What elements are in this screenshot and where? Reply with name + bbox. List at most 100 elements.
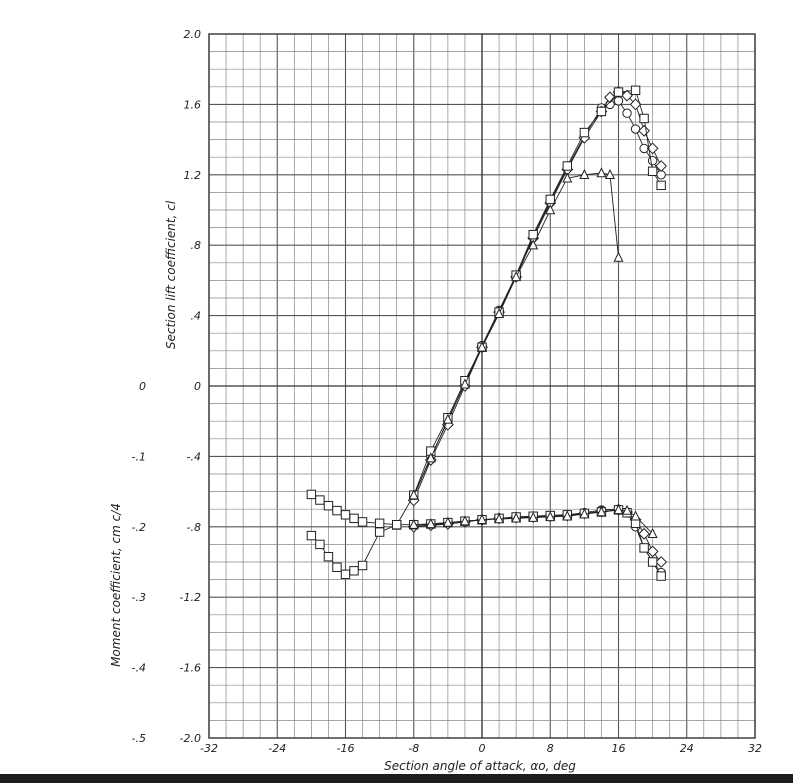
marker-square bbox=[332, 505, 342, 516]
marker-triangle bbox=[622, 504, 633, 515]
marker-triangle bbox=[459, 515, 470, 526]
marker-square bbox=[349, 513, 359, 524]
marker-square bbox=[596, 106, 607, 117]
marker-diamond bbox=[621, 89, 633, 102]
marker-triangle bbox=[408, 489, 419, 500]
marker-diamond bbox=[638, 124, 651, 137]
marker-square bbox=[579, 127, 590, 138]
moment-axis-title: Moment coefficient, cm c/4 bbox=[109, 503, 123, 667]
marker-square bbox=[391, 519, 402, 530]
marker-square bbox=[306, 489, 317, 500]
marker-triangle bbox=[579, 168, 590, 179]
moment-tick-label: 0 bbox=[139, 380, 146, 393]
marker-triangle bbox=[630, 510, 641, 521]
x-tick-label: 24 bbox=[680, 742, 694, 755]
marker-square bbox=[332, 562, 342, 572]
marker-square bbox=[306, 530, 317, 541]
marker-square bbox=[613, 87, 624, 97]
tick-labels: -32 -24 -16 -8 0 8 16 24 32 2.0 1.6 1.2 .8 .4 0 -.4 -.8 -… bbox=[132, 28, 762, 755]
lift-series-diamond bbox=[407, 86, 668, 507]
x-axis-title: Section angle of attack, αo, deg bbox=[384, 759, 576, 773]
x-tick-label: 32 bbox=[748, 742, 762, 755]
marker-square bbox=[639, 113, 649, 124]
series-line bbox=[311, 89, 662, 575]
marker-triangle bbox=[511, 271, 522, 282]
moment-tick-label: -.1 bbox=[132, 450, 146, 463]
marker-triangle bbox=[604, 168, 615, 179]
marker-triangle bbox=[442, 516, 453, 527]
marker-square bbox=[528, 229, 538, 240]
x-tick-label: 8 bbox=[547, 742, 554, 755]
marker-triangle bbox=[647, 528, 658, 539]
lift-tick-label: 0 bbox=[194, 380, 201, 393]
bottom-bar bbox=[0, 774, 793, 783]
moment-tick-label: -.3 bbox=[132, 591, 146, 604]
marker-triangle bbox=[494, 308, 505, 319]
marker-square bbox=[315, 539, 325, 550]
series-line bbox=[413, 100, 662, 498]
x-tick-label: -16 bbox=[337, 742, 355, 755]
marker-triangle bbox=[425, 452, 436, 463]
marker-square bbox=[656, 571, 666, 581]
marker-square bbox=[374, 518, 385, 528]
x-tick-label: 16 bbox=[612, 742, 626, 755]
marker-triangle bbox=[425, 518, 436, 529]
lift-axis-title: Section lift coefficient, cl bbox=[164, 200, 178, 349]
marker-diamond bbox=[655, 556, 668, 568]
marker-circle bbox=[630, 124, 641, 134]
moment-tick-label: -.5 bbox=[132, 732, 146, 745]
marker-square bbox=[630, 85, 641, 96]
marker-square bbox=[323, 500, 334, 511]
lift-tick-label: -.8 bbox=[187, 521, 201, 534]
marker-triangle bbox=[494, 513, 505, 524]
axes bbox=[208, 33, 756, 739]
marker-triangle bbox=[476, 341, 488, 352]
marker-triangle bbox=[613, 251, 624, 262]
marker-diamond bbox=[604, 91, 616, 104]
x-tick-label: -8 bbox=[408, 742, 419, 755]
marker-triangle bbox=[476, 513, 488, 524]
lift-tick-label: -2.0 bbox=[180, 732, 201, 745]
marker-square bbox=[656, 180, 666, 191]
marker-square bbox=[374, 527, 385, 537]
marker-triangle bbox=[442, 413, 453, 424]
lift-series-triangle bbox=[408, 167, 624, 500]
marker-triangle bbox=[596, 167, 607, 178]
marker-square bbox=[349, 566, 359, 576]
marker-triangle bbox=[459, 378, 470, 389]
lift-tick-label: .4 bbox=[191, 310, 202, 323]
marker-square bbox=[647, 557, 658, 567]
marker-square bbox=[562, 161, 573, 171]
marker-triangle bbox=[545, 204, 556, 215]
series-layer bbox=[306, 85, 668, 581]
marker-triangle bbox=[545, 511, 556, 522]
lift-tick-label: -1.6 bbox=[180, 662, 201, 675]
moment-tick-label: -.4 bbox=[132, 662, 146, 675]
moment-tick-label: -.2 bbox=[132, 521, 146, 534]
marker-triangle bbox=[596, 506, 607, 517]
lift-tick-label: -1.2 bbox=[180, 591, 201, 604]
lift-tick-label: 1.6 bbox=[184, 98, 202, 111]
marker-triangle bbox=[511, 512, 522, 523]
lift-tick-label: 1.2 bbox=[184, 169, 202, 182]
marker-diamond bbox=[646, 142, 659, 155]
marker-square bbox=[639, 543, 649, 553]
marker-square bbox=[357, 560, 368, 571]
marker-circle bbox=[647, 156, 658, 166]
lift-tick-label: .8 bbox=[191, 239, 202, 252]
marker-square bbox=[647, 166, 658, 176]
marker-circle bbox=[622, 108, 632, 118]
moment-series-triangle bbox=[408, 504, 658, 539]
marker-square bbox=[315, 495, 325, 505]
marker-square bbox=[357, 517, 368, 527]
marker-diamond bbox=[646, 545, 659, 558]
marker-triangle bbox=[408, 518, 419, 529]
lift-series-square bbox=[306, 85, 666, 580]
series-line bbox=[413, 91, 662, 501]
series-line bbox=[413, 509, 653, 535]
marker-square bbox=[545, 194, 555, 205]
x-tick-label: -32 bbox=[200, 742, 218, 755]
marker-square bbox=[340, 569, 351, 580]
